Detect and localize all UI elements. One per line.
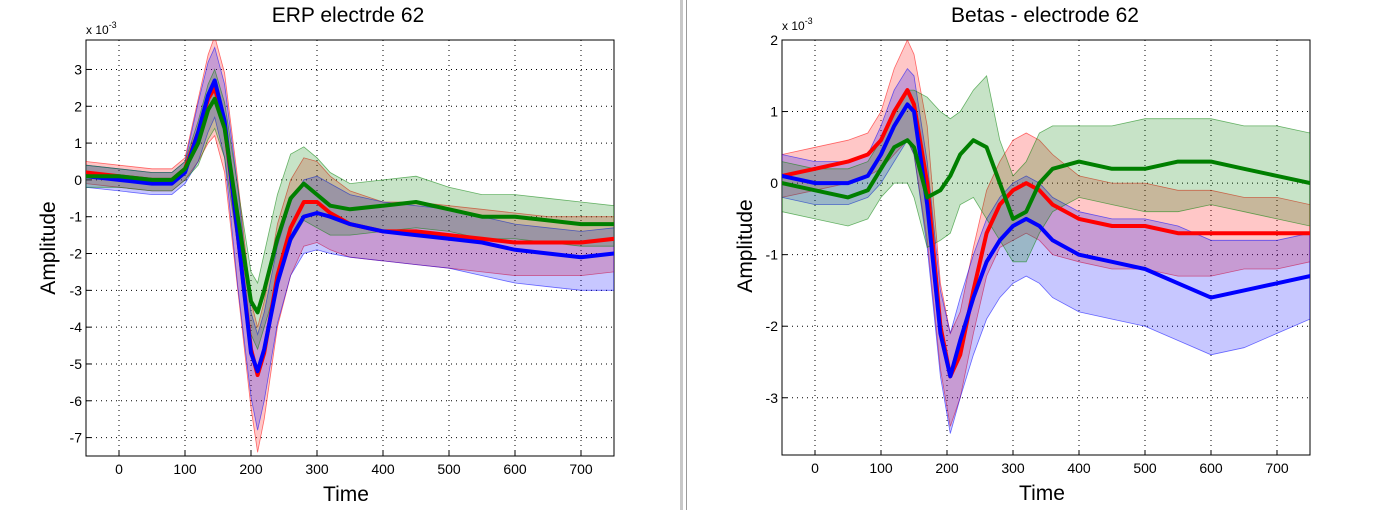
erp-y-tick-label: 0 [74,172,82,188]
betas-y-multiplier: x 10-3 [782,16,813,33]
erp-x-tick-label: 500 [437,461,461,477]
betas-y-axis-label: Amplitude [734,199,757,292]
erp-x-axis-label: Time [323,483,369,506]
erp-y-tick-label: 3 [74,61,82,77]
betas-x-tick-label: 100 [869,460,893,476]
betas-y-tick-label: 1 [770,104,778,120]
betas-green-series-line [782,138,1310,221]
betas-chart-title: Betas - electrode 62 [951,4,1139,27]
betas-x-tick-label: 200 [935,460,959,476]
erp-x-tick-label: 300 [305,461,329,477]
erp-y-tick-label: 2 [74,98,82,114]
betas-x-tick-label: 300 [1001,460,1025,476]
betas-x-tick-label: 0 [811,460,819,476]
erp-green-series-line [86,96,614,315]
erp-series-group [86,40,614,453]
erp-x-tick-label: 100 [173,461,197,477]
erp-y-multiplier: x 10-3 [86,20,117,37]
erp-y-tick-label: -7 [70,430,83,446]
betas-x-tick-label: 400 [1067,460,1091,476]
betas-y-tick-label: -1 [766,247,779,263]
erp-y-tick-label: -5 [70,356,83,372]
betas-red-series-line [782,88,1310,379]
betas-x-tick-label: 700 [1265,460,1289,476]
betas-panel: Betas - electrode 62 x 10-3 Time Amplitu… [734,4,1311,505]
erp-y-tick-label: -4 [70,319,83,335]
erp-red-confidence-band [86,40,614,453]
betas-series-group [782,40,1310,434]
betas-y-tick-label: -2 [766,318,779,334]
betas-x-tick-label: 500 [1133,460,1157,476]
betas-x-tick-label: 600 [1199,460,1223,476]
betas-blue-series-line [782,102,1310,379]
erp-y-tick-label: 1 [74,135,82,151]
erp-x-tick-label: 0 [115,461,123,477]
erp-y-tick-label: -1 [70,209,83,225]
erp-x-tick-label: 600 [503,461,527,477]
betas-y-tick-label: 2 [770,32,778,48]
betas-y-tick-label: -3 [766,390,779,406]
erp-x-tick-label: 400 [371,461,395,477]
erp-x-tick-label: 700 [569,461,593,477]
erp-chart-title: ERP electrde 62 [272,4,425,27]
erp-y-tick-label: -6 [70,393,83,409]
erp-panel: ERP electrde 62 x 10-3 Time Amplitude 0 1… [37,4,615,506]
window-divider-line [686,0,687,510]
betas-x-axis-label: Time [1019,482,1065,505]
erp-x-tick-label: 200 [239,461,263,477]
erp-y-tick-label: -2 [70,246,83,262]
erp-plot-area [85,39,615,457]
betas-y-tick-label: 0 [770,175,778,191]
erp-y-tick-label: -3 [70,282,83,298]
erp-y-axis-label: Amplitude [37,201,60,294]
window-divider[interactable] [680,0,683,510]
